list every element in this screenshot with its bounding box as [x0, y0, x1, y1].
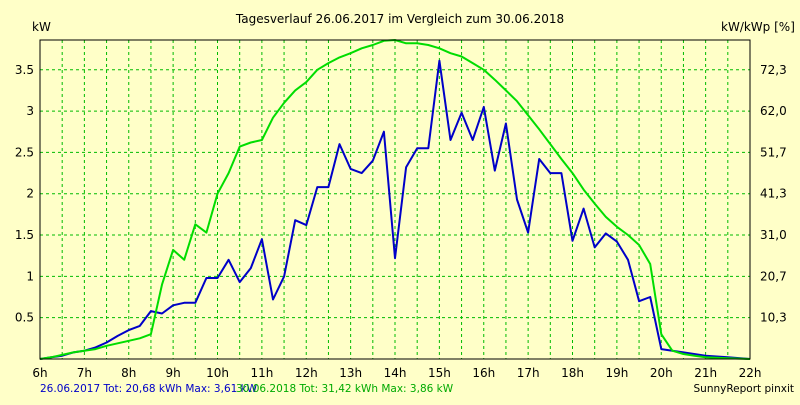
x-tick-label: 14h [384, 366, 407, 380]
x-tick-label: 6h [32, 366, 47, 380]
y2-axis-ticks: 10,3 20,7 31,0 41,3 51,7 62,0 72,3 [760, 63, 787, 325]
x-tick-label: 8h [121, 366, 136, 380]
series-line-2 [39, 39, 751, 360]
y2-tick-label: 51,7 [760, 145, 787, 159]
x-tick-label: 17h [517, 366, 540, 380]
x-tick-label: 20h [650, 366, 673, 380]
y2-axis-label: kW/kWp [%] [721, 20, 795, 34]
y-axis-ticks: 0.5 1 1.5 2 2.5 3 3.5 [15, 63, 34, 325]
grid [40, 40, 750, 359]
plot-border [39, 39, 751, 360]
y2-tick-label: 62,0 [760, 104, 787, 118]
y-tick-label: 0.5 [15, 311, 34, 325]
y2-tick-label: 31,0 [760, 228, 787, 242]
credit: SunnyReport pinxit [694, 383, 794, 395]
series-layer [39, 39, 751, 360]
y-tick-label: 2 [26, 187, 34, 201]
y2-tick-label: 41,3 [760, 187, 787, 201]
x-tick-label: 13h [339, 366, 362, 380]
legend-series-2: 30.06.2018 Tot: 31,42 kWh Max: 3,86 kW [236, 383, 454, 395]
x-tick-label: 7h [77, 366, 92, 380]
x-tick-label: 16h [472, 366, 495, 380]
legend-series-1: 26.06.2017 Tot: 20,68 kWh Max: 3,61 kW [40, 383, 258, 395]
x-tick-label: 12h [295, 366, 318, 380]
chart-title: Tagesverlauf 26.06.2017 im Vergleich zum… [235, 12, 564, 26]
y2-tick-label: 10,3 [760, 311, 787, 325]
x-tick-label: 22h [739, 366, 762, 380]
x-tick-label: 10h [206, 366, 229, 380]
y-tick-label: 3.5 [15, 63, 34, 77]
x-tick-label: 11h [250, 366, 273, 380]
y-tick-label: 2.5 [15, 145, 34, 159]
x-tick-label: 18h [561, 366, 584, 380]
x-axis-ticks: 6h 7h 8h 9h 10h 11h 12h 13h 14h 15h 16h 17h 18h 19h 20… [32, 366, 761, 380]
x-tick-label: 9h [166, 366, 181, 380]
y-tick-label: 1 [26, 269, 34, 283]
y-tick-label: 3 [26, 104, 34, 118]
y2-tick-label: 72,3 [760, 63, 787, 77]
x-tick-label: 21h [694, 366, 717, 380]
x-tick-label: 19h [605, 366, 628, 380]
y2-tick-label: 20,7 [760, 269, 787, 283]
y-tick-label: 1.5 [15, 228, 34, 242]
x-tick-label: 15h [428, 366, 451, 380]
series-line-1 [39, 59, 751, 360]
y-axis-label: kW [32, 20, 51, 34]
